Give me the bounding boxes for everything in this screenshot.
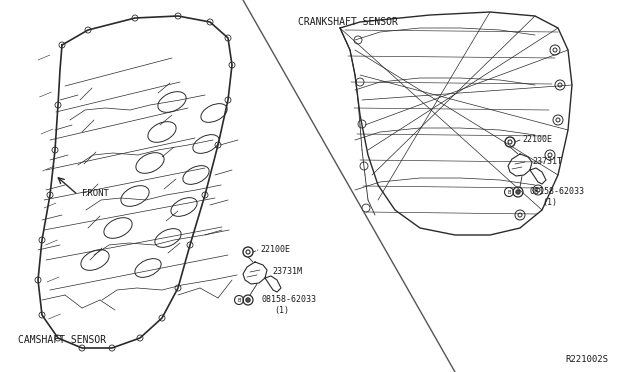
Text: 08158-62033: 08158-62033 (530, 187, 585, 196)
Text: 22100E: 22100E (522, 135, 552, 144)
Text: 22100E: 22100E (260, 246, 290, 254)
Text: 23731M: 23731M (272, 267, 302, 276)
Text: 08158-62033: 08158-62033 (262, 295, 317, 305)
Text: (1): (1) (274, 305, 289, 314)
Circle shape (516, 190, 520, 194)
Text: B: B (508, 189, 511, 195)
Text: R221002S: R221002S (565, 356, 608, 365)
Text: B: B (237, 298, 241, 302)
Text: 23731T: 23731T (532, 157, 562, 167)
Text: FRONT: FRONT (82, 189, 109, 198)
Text: (1): (1) (542, 199, 557, 208)
Text: CRANKSHAFT SENSOR: CRANKSHAFT SENSOR (298, 17, 398, 27)
Text: CAMSHAFT SENSOR: CAMSHAFT SENSOR (18, 335, 106, 345)
Circle shape (246, 298, 250, 302)
